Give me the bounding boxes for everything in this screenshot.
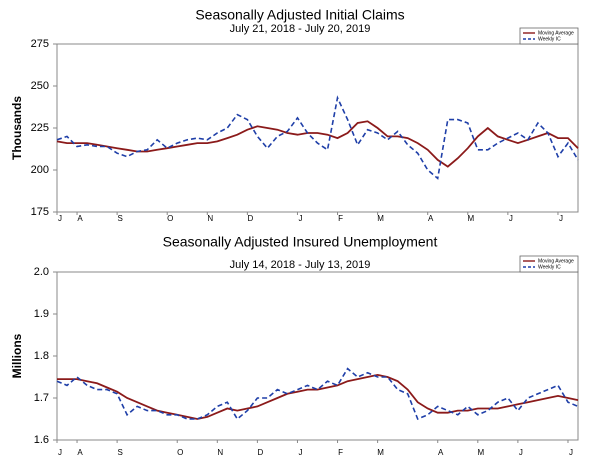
y-tick-label: 2.0 bbox=[34, 266, 49, 278]
x-tick-label: N bbox=[207, 214, 213, 223]
x-tick-label: O bbox=[177, 448, 183, 457]
series-line bbox=[57, 373, 579, 420]
x-tick-label: S bbox=[117, 214, 122, 223]
chart-title: Seasonally Adjusted Initial Claims bbox=[195, 7, 404, 23]
series-line bbox=[56, 95, 579, 180]
y-axis-label: Thousands bbox=[10, 96, 24, 160]
x-tick-label: A bbox=[77, 448, 83, 457]
plot-frame bbox=[56, 43, 579, 213]
x-tick-label: J bbox=[58, 448, 62, 457]
series-line bbox=[56, 120, 579, 168]
legend-box bbox=[519, 27, 579, 45]
x-tick-label: D bbox=[257, 448, 263, 457]
y-axis-label: Millions bbox=[10, 333, 24, 378]
legend-box bbox=[519, 255, 579, 273]
x-tick-label: M bbox=[377, 448, 384, 457]
y-tick-label: 250 bbox=[31, 80, 49, 92]
x-tick-label: J bbox=[509, 214, 513, 223]
x-tick-label: A bbox=[428, 214, 434, 223]
y-tick-label: 1.6 bbox=[34, 434, 49, 446]
series-line bbox=[56, 367, 579, 421]
x-tick-label: J bbox=[569, 448, 573, 457]
legend-label: Weekly IC bbox=[538, 36, 561, 42]
chart-title: Seasonally Adjusted Insured Unemployment bbox=[163, 234, 438, 250]
y-tick-label: 1.8 bbox=[34, 350, 49, 362]
y-tick-label: 225 bbox=[31, 122, 49, 134]
x-tick-label: F bbox=[338, 214, 343, 223]
x-tick-label: J bbox=[58, 214, 62, 223]
y-tick-label: 275 bbox=[31, 38, 49, 50]
x-tick-label: N bbox=[217, 448, 223, 457]
legend-label: Moving Average bbox=[538, 258, 574, 264]
x-tick-label: D bbox=[247, 214, 253, 223]
x-tick-label: J bbox=[519, 448, 523, 457]
x-tick-label: M bbox=[467, 214, 474, 223]
x-tick-label: A bbox=[438, 448, 444, 457]
chart-subtitle: July 21, 2018 - July 20, 2019 bbox=[230, 23, 371, 35]
legend-label: Moving Average bbox=[538, 30, 574, 36]
x-tick-label: A bbox=[77, 214, 83, 223]
x-tick-label: M bbox=[477, 448, 484, 457]
x-tick-label: M bbox=[377, 214, 384, 223]
x-tick-label: J bbox=[298, 214, 302, 223]
y-tick-label: 200 bbox=[31, 164, 49, 176]
legend-label: Weekly IC bbox=[538, 264, 561, 270]
plot-frame bbox=[56, 271, 579, 441]
x-tick-label: O bbox=[167, 214, 173, 223]
x-tick-label: F bbox=[338, 448, 343, 457]
y-tick-label: 175 bbox=[31, 206, 49, 218]
chart-subtitle: July 14, 2018 - July 13, 2019 bbox=[230, 259, 371, 271]
x-tick-label: J bbox=[298, 448, 302, 457]
y-tick-label: 1.9 bbox=[34, 308, 49, 320]
x-tick-label: J bbox=[559, 214, 563, 223]
x-tick-label: S bbox=[117, 448, 122, 457]
y-tick-label: 1.7 bbox=[34, 392, 49, 404]
